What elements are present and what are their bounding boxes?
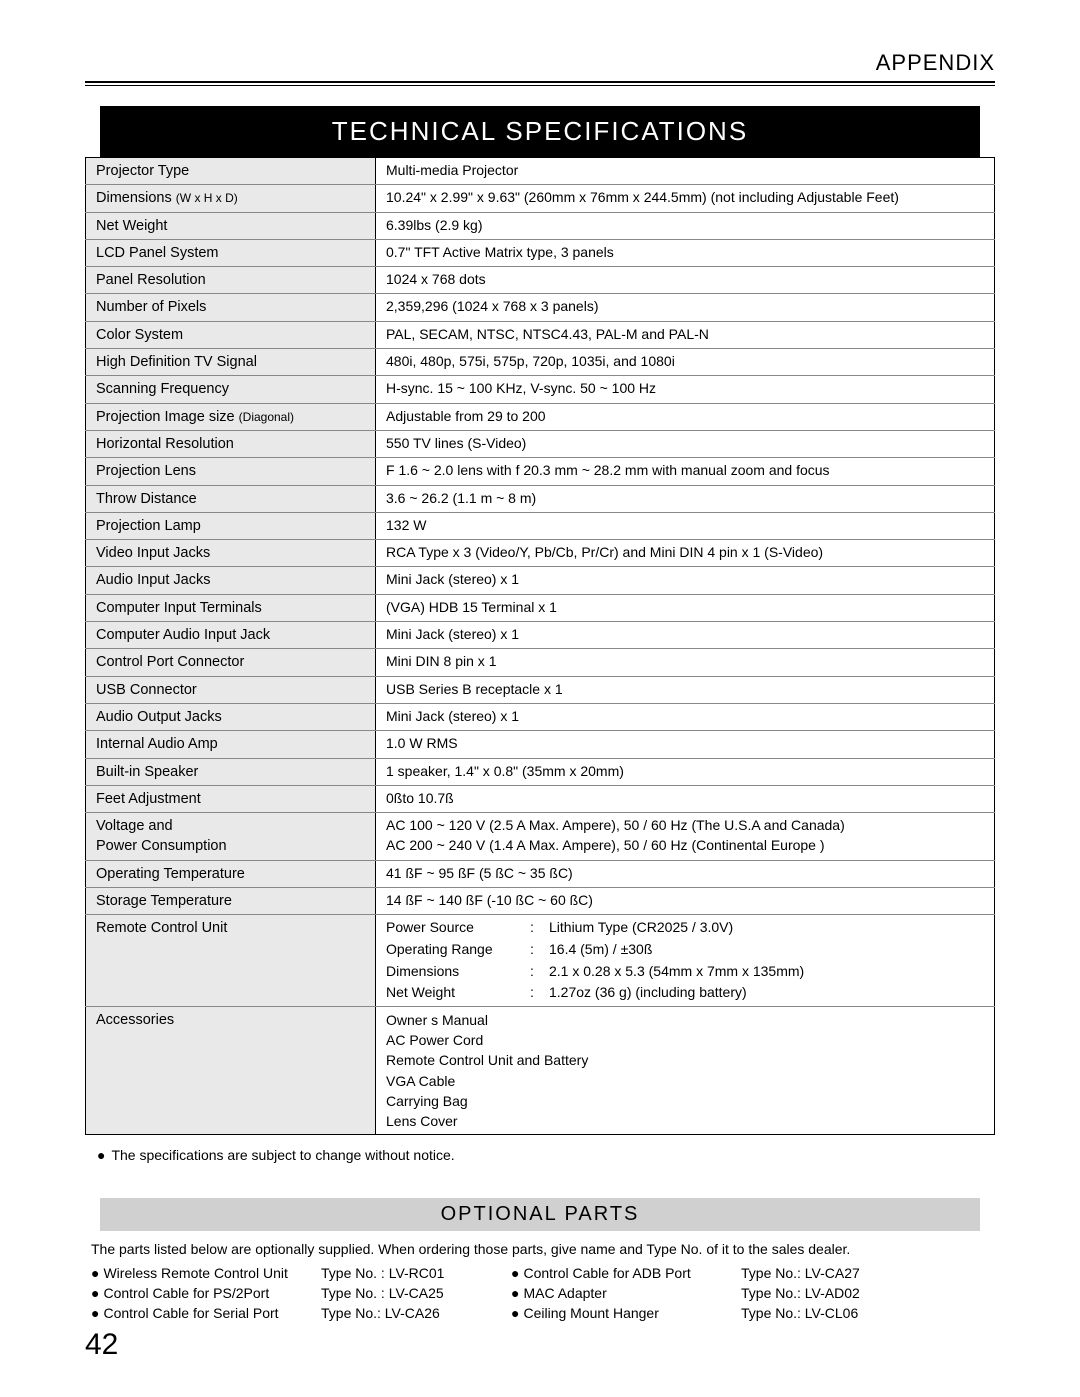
spec-label: Control Port Connector <box>86 649 376 676</box>
part-type: Type No.: LV-CA26 <box>321 1305 511 1321</box>
spec-label: Net Weight <box>86 212 376 239</box>
spec-value: 1.0 W RMS <box>376 731 995 758</box>
spec-label: Projection Lens <box>86 458 376 485</box>
spec-value: 1 speaker, 1.4" x 0.8" (35mm x 20mm) <box>376 758 995 785</box>
tech-spec-title: TECHNICAL SPECIFICATIONS <box>100 106 980 157</box>
appendix-label: APPENDIX <box>85 50 995 76</box>
part-type: Type No.: LV-CA27 <box>741 1265 911 1281</box>
part-name: ●Wireless Remote Control Unit <box>91 1265 321 1281</box>
spec-label: Internal Audio Amp <box>86 731 376 758</box>
spec-value: 41 ßF ~ 95 ßF (5 ßC ~ 35 ßC) <box>376 860 995 887</box>
page-number: 42 <box>85 1328 118 1362</box>
optional-parts-intro: The parts listed below are optionally su… <box>91 1241 995 1257</box>
spec-value: AC 100 ~ 120 V (2.5 A Max. Ampere), 50 /… <box>376 813 995 861</box>
spec-footnote: ●The specifications are subject to chang… <box>97 1147 995 1163</box>
spec-value: Adjustable from 29 to 200 <box>376 403 995 430</box>
spec-value: (VGA) HDB 15 Terminal x 1 <box>376 594 995 621</box>
spec-label: High Definition TV Signal <box>86 349 376 376</box>
spec-label: Storage Temperature <box>86 888 376 915</box>
spec-label: Number of Pixels <box>86 294 376 321</box>
spec-table: Projector TypeMulti-media ProjectorDimen… <box>85 157 995 1135</box>
part-type: Type No.: LV-CL06 <box>741 1305 911 1321</box>
spec-label: Computer Input Terminals <box>86 594 376 621</box>
spec-value: F 1.6 ~ 2.0 lens with f 20.3 mm ~ 28.2 m… <box>376 458 995 485</box>
spec-label: Color System <box>86 321 376 348</box>
optional-parts-grid: ●Wireless Remote Control UnitType No. : … <box>91 1265 995 1321</box>
spec-label: USB Connector <box>86 676 376 703</box>
spec-value: 0.7" TFT Active Matrix type, 3 panels <box>376 239 995 266</box>
spec-label: Operating Temperature <box>86 860 376 887</box>
spec-label: Projection Image size (Diagonal) <box>86 403 376 430</box>
spec-value: USB Series B receptacle x 1 <box>376 676 995 703</box>
spec-label: Computer Audio Input Jack <box>86 622 376 649</box>
spec-label: Panel Resolution <box>86 267 376 294</box>
spec-value: 3.6 ~ 26.2 (1.1 m ~ 8 m) <box>376 485 995 512</box>
spec-label: Voltage andPower Consumption <box>86 813 376 861</box>
spec-value: Mini Jack (stereo) x 1 <box>376 703 995 730</box>
spec-label: Remote Control Unit <box>86 915 376 1006</box>
spec-value: Multi-media Projector <box>376 158 995 185</box>
optional-parts-title: OPTIONAL PARTS <box>100 1198 980 1231</box>
part-name: ●Control Cable for ADB Port <box>511 1265 741 1281</box>
part-name: ●Control Cable for Serial Port <box>91 1305 321 1321</box>
spec-value: H-sync. 15 ~ 100 KHz, V-sync. 50 ~ 100 H… <box>376 376 995 403</box>
spec-label: Projector Type <box>86 158 376 185</box>
part-type: Type No.: LV-AD02 <box>741 1285 911 1301</box>
spec-label: Projection Lamp <box>86 512 376 539</box>
spec-value: 132 W <box>376 512 995 539</box>
spec-value: Mini Jack (stereo) x 1 <box>376 567 995 594</box>
spec-label: Feet Adjustment <box>86 785 376 812</box>
spec-value: 6.39lbs (2.9 kg) <box>376 212 995 239</box>
spec-value: 0ßto 10.7ß <box>376 785 995 812</box>
part-name: ●MAC Adapter <box>511 1285 741 1301</box>
spec-label: Horizontal Resolution <box>86 430 376 457</box>
part-type: Type No. : LV-RC01 <box>321 1265 511 1281</box>
spec-value: Mini Jack (stereo) x 1 <box>376 622 995 649</box>
spec-value: 550 TV lines (S-Video) <box>376 430 995 457</box>
spec-label: Scanning Frequency <box>86 376 376 403</box>
spec-label: Video Input Jacks <box>86 540 376 567</box>
spec-label: LCD Panel System <box>86 239 376 266</box>
spec-label: Dimensions (W x H x D) <box>86 185 376 212</box>
spec-label: Audio Output Jacks <box>86 703 376 730</box>
spec-label: Throw Distance <box>86 485 376 512</box>
part-name: ●Ceiling Mount Hanger <box>511 1305 741 1321</box>
spec-value: Owner s ManualAC Power CordRemote Contro… <box>376 1006 995 1135</box>
spec-label: Audio Input Jacks <box>86 567 376 594</box>
spec-value: Mini DIN 8 pin x 1 <box>376 649 995 676</box>
spec-value: Power Source:Lithium Type (CR2025 / 3.0V… <box>376 915 995 1006</box>
spec-value: 480i, 480p, 575i, 575p, 720p, 1035i, and… <box>376 349 995 376</box>
part-name: ●Control Cable for PS/2Port <box>91 1285 321 1301</box>
part-type: Type No. : LV-CA25 <box>321 1285 511 1301</box>
spec-label: Accessories <box>86 1006 376 1135</box>
spec-value: 14 ßF ~ 140 ßF (-10 ßC ~ 60 ßC) <box>376 888 995 915</box>
spec-value: RCA Type x 3 (Video/Y, Pb/Cb, Pr/Cr) and… <box>376 540 995 567</box>
spec-value: 1024 x 768 dots <box>376 267 995 294</box>
spec-label: Built-in Speaker <box>86 758 376 785</box>
spec-value: PAL, SECAM, NTSC, NTSC4.43, PAL-M and PA… <box>376 321 995 348</box>
spec-value: 2,359,296 (1024 x 768 x 3 panels) <box>376 294 995 321</box>
spec-value: 10.24" x 2.99" x 9.63" (260mm x 76mm x 2… <box>376 185 995 212</box>
header-rule <box>85 81 995 86</box>
